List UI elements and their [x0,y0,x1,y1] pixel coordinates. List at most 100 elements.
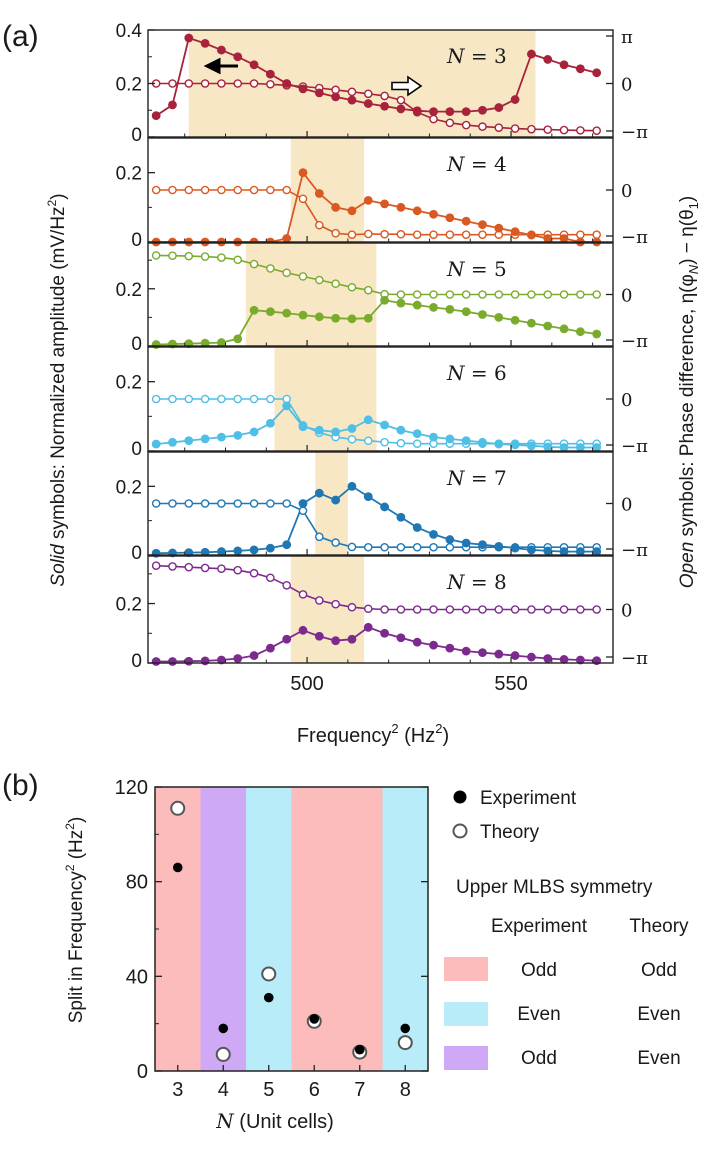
phase-point [315,275,324,285]
amplitude-point [412,106,422,116]
amplitude-point [314,312,324,322]
panel-label-n4: N = 4 [446,152,507,176]
phase-point [266,185,275,195]
amplitude-point [478,437,487,447]
phase-point [217,185,226,195]
amplitude-point [233,334,243,344]
amplitude-point [494,223,504,233]
phase-point [151,251,161,260]
phase-line-n4 [156,189,597,236]
amplitude-point [510,315,520,325]
phase-point [151,499,161,508]
phase-point [249,568,259,578]
left-tick-label: 0.2 [116,373,142,394]
right-axis-label-sub1: N [686,264,701,274]
amplitude-point [527,230,536,240]
phase-point [200,79,210,88]
legend-row2-theory: Even [637,1004,680,1025]
amplitude-point [429,107,438,116]
amplitude-point [575,64,585,74]
amplitude-point [200,656,210,666]
amplitude-point [575,443,585,452]
amplitude-point [461,107,471,116]
amplitude-point [527,318,536,328]
amplitude-point [559,655,569,664]
amplitude-point [445,643,455,653]
amplitude-point [412,429,422,439]
amplitude-point [592,547,602,556]
phase-point [445,118,455,128]
phase-point [200,499,210,508]
symmetry-band [155,787,201,1071]
phase-point [445,230,455,239]
amplitude-point [233,431,243,440]
amplitude-point [233,654,243,663]
amplitude-point [461,216,471,226]
phase-point [445,542,455,552]
phase-point [151,394,161,404]
phase-point [592,290,601,299]
phase-point [347,87,357,97]
amplitude-point [314,189,324,198]
phase-point [396,229,406,239]
theory-point [170,800,186,816]
amplitude-point [478,310,487,319]
phase-line-n7 [156,502,597,549]
b-y-label-paren: (Hz [66,830,87,865]
phase-point [363,542,373,552]
phase-point [266,499,275,508]
panel-a-x-axis-label: Frequency2 (Hz2) [297,721,449,747]
panel-b-plot: 0 40 80 120 3 4 5 6 7 8 [115,777,429,1101]
phase-point [249,259,259,269]
amplitude-point [314,488,324,498]
amplitude-line-n6 [156,404,597,449]
experiment-point [309,1014,320,1024]
phase-point [315,532,324,542]
b-y-label-sup1: 2 [63,864,77,871]
amplitude-point [233,52,243,62]
amplitude-point [494,312,504,322]
right-tick-label: 0 [621,75,632,96]
panel-label-n6: N = 6 [446,361,507,385]
x-axis-label-sup1: 2 [391,721,398,736]
amplitude-point [233,546,243,556]
phase-point [461,120,471,130]
phase-point [592,605,601,614]
amplitude-point [363,99,373,108]
phase-point [380,605,389,614]
amplitude-point [445,304,455,314]
left-tick-label: 0.2 [116,164,142,185]
amplitude-point [478,105,487,115]
phase-point [478,605,487,614]
amplitude-point [314,88,324,98]
panel-label-n3: N = 3 [446,44,507,68]
left-axis-label-italic: Solid [48,543,69,587]
amplitude-point [363,196,373,205]
amplitude-point [592,329,602,339]
panel-label-eq: = [465,361,494,385]
phase-point [233,499,243,508]
phase-point [298,590,308,599]
phase-point [282,268,291,278]
amplitude-point [331,313,341,323]
phase-point [298,194,308,204]
amplitude-point [380,420,389,430]
phase-point [592,126,601,135]
panel-b-x-axis-label: N (Unit cells) [215,1109,334,1133]
phase-point [151,561,161,570]
phase-point [510,290,520,299]
theory-point [215,1046,231,1062]
panel-b-y-axis-label: Split in Frequency2 (Hz2) [63,817,87,1024]
phase-point [396,438,406,448]
legend-theory-label: Theory [480,822,540,843]
amplitude-point [478,220,487,230]
legend-row1-experiment: Odd [521,960,557,981]
phase-point [429,114,438,124]
phase-point [510,605,520,614]
amplitude-point [347,424,357,433]
panel-label-value: 6 [494,361,507,385]
phase-point [461,290,471,299]
amplitude-point [168,437,177,447]
amplitude-point [298,625,308,635]
amplitude-point [575,655,585,665]
